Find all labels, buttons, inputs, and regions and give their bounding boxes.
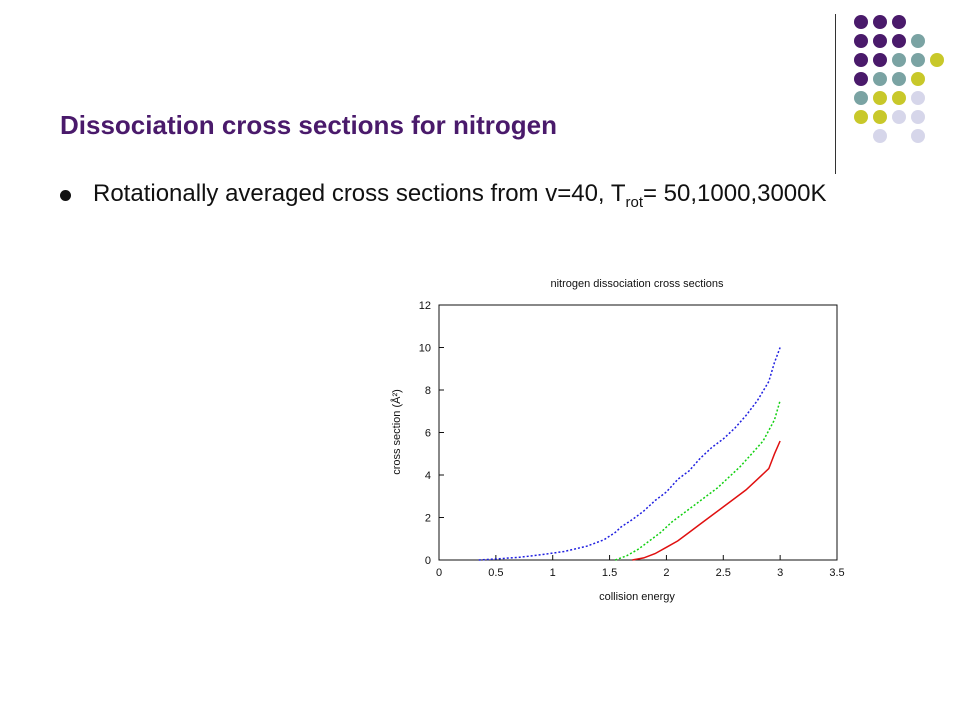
y-tick-label: 12 <box>419 300 431 312</box>
decorative-dot <box>854 53 868 67</box>
chart-title: nitrogen dissociation cross sections <box>550 278 724 290</box>
decorative-dot <box>873 34 887 48</box>
decorative-dot <box>854 72 868 86</box>
decorative-dot <box>892 91 906 105</box>
decorative-dot <box>892 72 906 86</box>
decorative-dot <box>892 34 906 48</box>
bullet-text-main: Rotationally averaged cross sections fro… <box>93 180 626 207</box>
y-tick-label: 2 <box>425 513 431 525</box>
x-tick-label: 2 <box>663 567 669 579</box>
x-tick-label: 3 <box>777 567 783 579</box>
decorative-dot <box>892 53 906 67</box>
decorative-dot <box>854 91 868 105</box>
y-tick-label: 0 <box>425 555 431 567</box>
decorative-dot <box>911 72 925 86</box>
decorative-dot <box>854 15 868 29</box>
x-tick-label: 1.5 <box>602 567 617 579</box>
x-tick-label: 3.5 <box>829 567 844 579</box>
y-tick-label: 8 <box>425 385 431 397</box>
decorative-dot <box>911 53 925 67</box>
slide-title: Dissociation cross sections for nitrogen <box>60 110 557 140</box>
decorative-dot <box>911 110 925 124</box>
x-tick-label: 0 <box>436 567 442 579</box>
y-tick-label: 4 <box>425 470 431 482</box>
decorative-dot <box>873 129 887 143</box>
y-tick-label: 6 <box>425 428 431 440</box>
x-axis-label: collision energy <box>599 591 675 603</box>
bullet-text: Rotationally averaged cross sections fro… <box>93 176 863 221</box>
decorative-dot <box>892 15 906 29</box>
decorative-dot <box>873 72 887 86</box>
x-tick-label: 2.5 <box>716 567 731 579</box>
bullet-text-tail: = 50,1000,3000K <box>643 180 827 207</box>
series-line-3 <box>632 440 781 561</box>
decorative-dot <box>873 91 887 105</box>
decorative-dot-grid <box>854 15 944 143</box>
y-tick-label: 10 <box>419 343 431 355</box>
decorative-dot <box>873 15 887 29</box>
decorative-dot <box>911 34 925 48</box>
y-axis-label: cross section (Å²) <box>390 389 403 475</box>
decorative-dot <box>930 53 944 67</box>
bullet-dot <box>60 190 71 201</box>
decorative-dot <box>892 110 906 124</box>
bullet-subscript: rot <box>625 193 643 211</box>
x-tick-label: 1 <box>550 567 556 579</box>
series-line-1 <box>478 347 781 561</box>
decorative-dot <box>911 129 925 143</box>
x-tick-label: 0.5 <box>488 567 503 579</box>
plot-area <box>438 304 838 561</box>
decorative-dot <box>873 110 887 124</box>
decorative-dot <box>854 110 868 124</box>
series-line-2 <box>615 400 781 561</box>
decorative-dot <box>873 53 887 67</box>
cross-section-chart: nitrogen dissociation cross sections 0 0.… <box>390 278 845 603</box>
decorative-vertical-line <box>835 14 836 174</box>
decorative-dot <box>911 91 925 105</box>
decorative-dot <box>854 34 868 48</box>
